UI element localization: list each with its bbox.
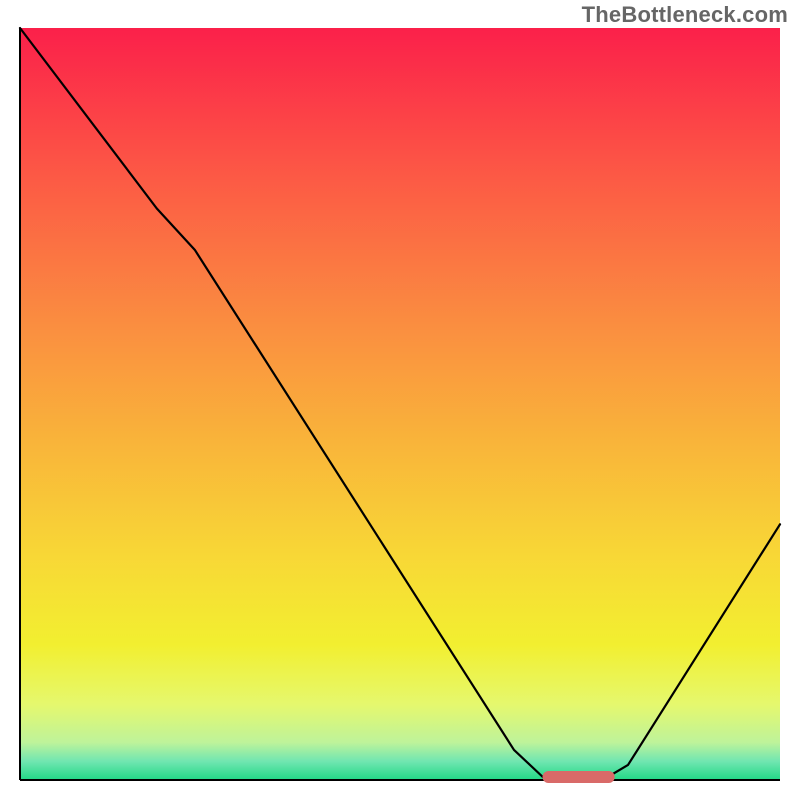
watermark-text: TheBottleneck.com bbox=[582, 2, 788, 28]
optimal-range-bar bbox=[543, 771, 615, 783]
bottleneck-chart bbox=[0, 0, 800, 800]
plot-background bbox=[20, 28, 780, 780]
chart-stage: TheBottleneck.com bbox=[0, 0, 800, 800]
